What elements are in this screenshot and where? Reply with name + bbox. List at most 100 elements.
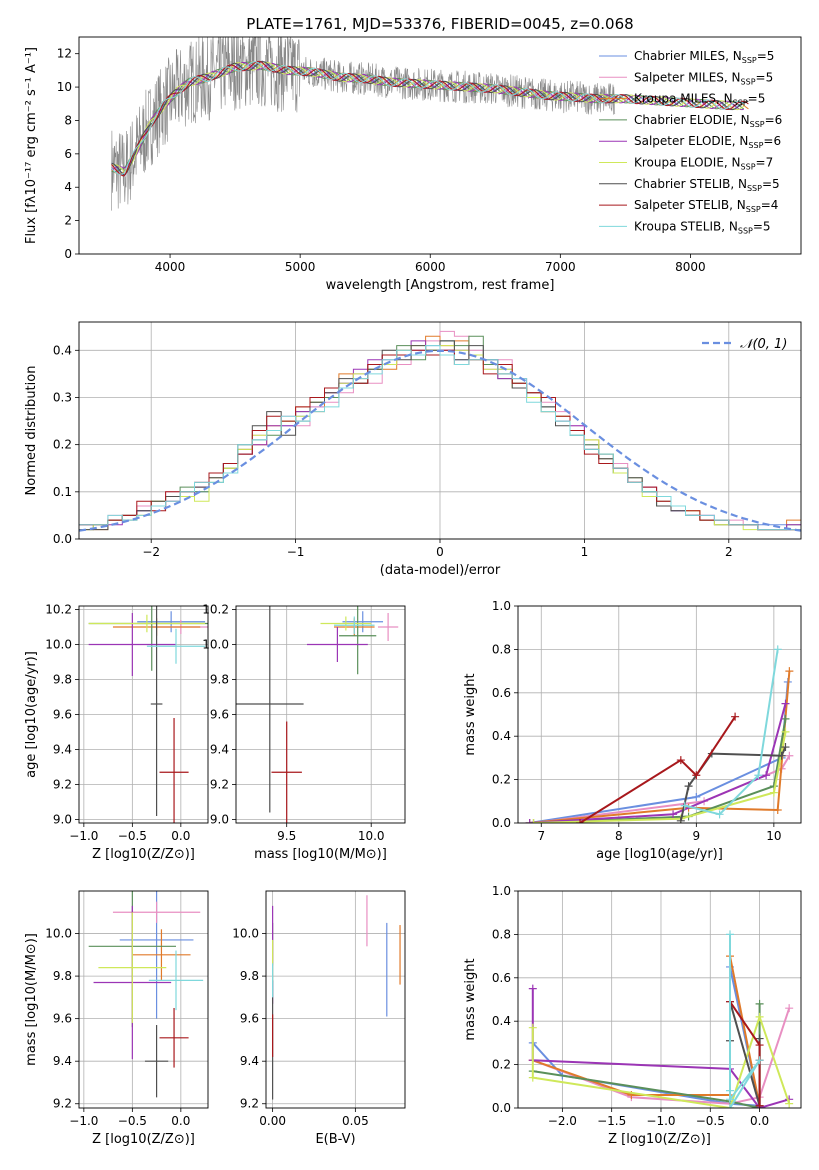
y-tick-label: 0.4 [492, 729, 511, 743]
y-tick-label: 9.2 [240, 1097, 259, 1111]
weight-marker-yellowgreen [755, 1012, 764, 1021]
weight-marker-red [755, 1041, 764, 1050]
legend: Chabrier MILES, NSSP=5 Salpeter MILES, NS… [599, 49, 782, 235]
x-tick-label: −2 [142, 545, 160, 559]
x-tick-label: 2 [725, 545, 733, 559]
weight-marker-cyan [726, 1086, 735, 1095]
x-tick-label: −0.5 [696, 1114, 725, 1128]
weight-marker-red [576, 819, 585, 823]
x-axis-label: E(B-V) [315, 1132, 355, 1147]
axes-frame [78, 605, 209, 824]
weight-marker-cyan [773, 645, 782, 654]
x-tick-label: −0.5 [118, 1114, 147, 1128]
axes-frame [265, 890, 406, 1109]
weight-marker-red [692, 771, 701, 780]
x-tick-label: −1.0 [69, 1114, 98, 1128]
weight-marker-purple [525, 819, 534, 823]
weight-marker-red [755, 1101, 764, 1108]
legend-label-subscript: SSP [741, 77, 756, 86]
x-tick-label: 0.0 [171, 1114, 190, 1128]
legend-label: Kroupa ELODIE, NSSP=7 [634, 156, 773, 172]
weight-marker-cyan [726, 1104, 735, 1108]
y-tick-label: 9.8 [210, 673, 229, 687]
plot-area [79, 330, 801, 532]
y-tick-label: 0.8 [492, 927, 511, 941]
plot-area [525, 645, 794, 823]
weight-marker-cyan [726, 1095, 735, 1104]
x-tick-label: 9.5 [277, 829, 296, 843]
x-tick-label: 0 [436, 545, 444, 559]
model-line-cyan [111, 61, 745, 175]
legend-label-subscript: SSP [750, 120, 765, 129]
y-tick-label: 0.6 [492, 971, 511, 985]
y-axis-label: Normed distribution [24, 366, 39, 496]
y-tick-label: 9.4 [53, 1054, 72, 1068]
legend-label-subscript: SSP [738, 226, 753, 235]
y-axis-label: age [log10(age/yr)] [24, 651, 39, 778]
observed-spectrum-line [111, 37, 616, 211]
x-tick-label: 0.05 [342, 1114, 369, 1128]
x-tick-label: −1.5 [597, 1114, 626, 1128]
y-tick-label: 9.6 [53, 708, 72, 722]
weight-marker-red [731, 712, 740, 721]
y-tick-label: 0.2 [492, 773, 511, 787]
plot-area [88, 606, 208, 823]
weight-marker-blue [692, 792, 701, 801]
weight-marker-yellowgreen [529, 819, 538, 823]
weight-line-red [579, 716, 736, 823]
y-tick-label: 0.0 [53, 532, 72, 546]
legend-label-suffix: =5 [756, 70, 774, 84]
weight-marker-yellowgreen [769, 788, 778, 797]
x-axis-label: Z [log10(Z/Z⊙)] [608, 1132, 711, 1147]
plot-area [88, 891, 204, 1098]
legend-label-subscript: SSP [733, 99, 748, 108]
weight-marker-dark [777, 751, 786, 760]
x-tick-label: 8 [615, 829, 623, 843]
x-tick-label: 4000 [155, 260, 186, 274]
y-tick-label: 9.2 [210, 778, 229, 792]
y-tick-label: 6 [64, 147, 72, 161]
y-tick-label: 0.4 [53, 343, 72, 357]
legend-label-subscript: SSP [741, 163, 756, 172]
y-axis-label: mass weight [463, 958, 478, 1040]
weight-line-dark [729, 1001, 761, 1107]
x-tick-label: 7 [537, 829, 545, 843]
x-tick-label: 9 [693, 829, 701, 843]
weight-line-pink [533, 755, 791, 823]
legend-label: 𝒩(0, 1) [740, 337, 787, 352]
plot-area [236, 606, 399, 823]
model-line-red [111, 60, 749, 177]
axes-frame [78, 890, 209, 1109]
x-tick-label: 5000 [285, 260, 316, 274]
weight-marker-pink [785, 1004, 794, 1013]
weight-marker-dark [676, 816, 685, 823]
weight-marker-yellowgreen [528, 1023, 537, 1032]
weight-marker-cyan [755, 1056, 764, 1065]
axes-frame [78, 321, 802, 540]
y-tick-label: 2 [64, 214, 72, 228]
panel-mass_vs_Z: −1.0 −0.5 0.0 9.2 9.4 9.6 9.8 10.0 Z [log10(Z/Z⊙… [24, 890, 209, 1147]
y-tick-label: 0.0 [492, 1101, 511, 1115]
y-axis-label: mass weight [463, 673, 478, 755]
weight-marker-dark [781, 743, 790, 752]
histogram-step-cyan [79, 345, 801, 531]
y-tick-label: 12 [57, 47, 72, 61]
legend-label: Kroupa STELIB, NSSP=5 [634, 219, 771, 235]
weight-line-blue [529, 681, 789, 823]
x-tick-label: 10 [766, 829, 781, 843]
y-tick-label: 10.2 [202, 603, 229, 617]
legend-label-subscript: SSP [742, 56, 757, 65]
legend-label-suffix: =5 [753, 219, 771, 233]
weight-marker-red [676, 756, 685, 765]
weight-marker-purple [781, 699, 790, 708]
panel-weight_vs_Z: −2.0 −1.5 −1.0 −0.5 0.0 0.0 0.2 0.4 0.6 0.8 1.0 Z [… [463, 884, 802, 1147]
axes-frame [78, 36, 802, 255]
weight-line-red [729, 1001, 761, 1106]
weight-line-green [532, 1003, 761, 1108]
x-axis-label: Z [log10(Z/Z⊙)] [92, 1132, 195, 1147]
normal-curve [79, 349, 801, 532]
legend-label: Salpeter ELODIE, NSSP=6 [634, 134, 781, 150]
y-tick-label: 9.4 [210, 743, 229, 757]
weight-marker-green [755, 999, 764, 1008]
